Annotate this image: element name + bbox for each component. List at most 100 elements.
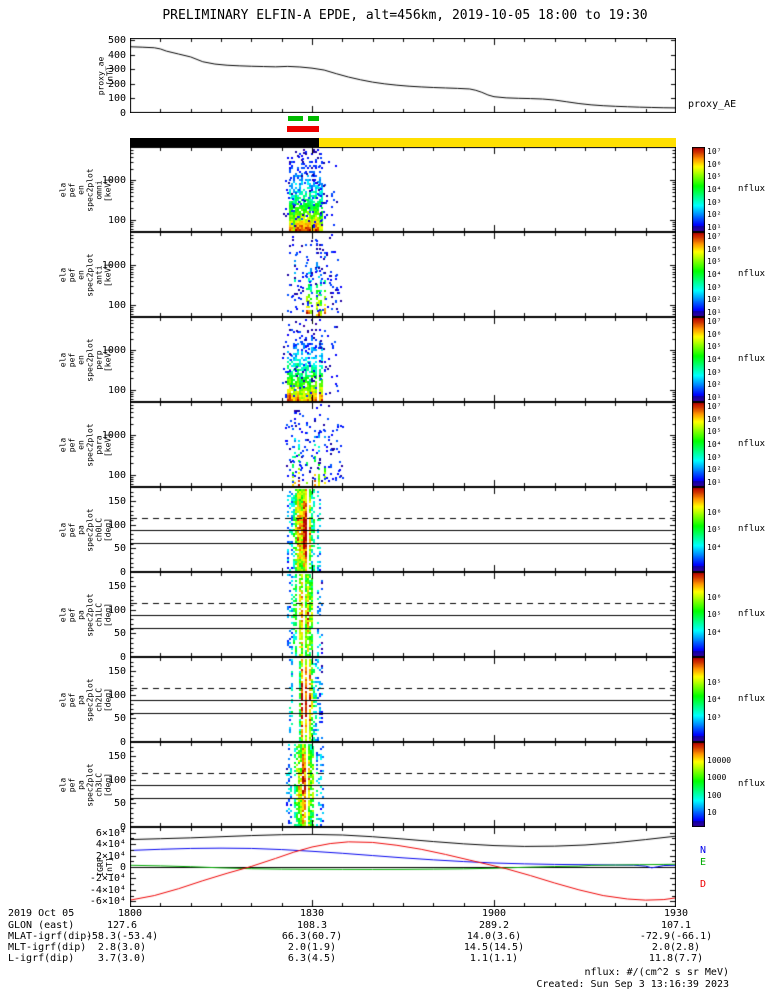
colorbar-tick: 10⁴	[707, 440, 722, 449]
panel-ylabel-text: ela pef pa spec2plot ch3LC [deg]	[58, 762, 112, 807]
ytick-label: 0	[119, 822, 126, 833]
proxy-right-label: proxy_AE	[688, 99, 737, 110]
ytick-label: 1000	[101, 260, 126, 272]
orbit-bar-segment	[319, 138, 676, 147]
footer-value: 289.2	[478, 920, 510, 931]
panel-ylabel-text: ela pef pa spec2plot ch1LC [deg]	[58, 592, 112, 637]
colorbar-tick: 10⁶	[707, 244, 722, 254]
footer-value: -58.3(-53.4)	[85, 931, 159, 942]
xaxis-tick-label: 1930	[663, 908, 689, 919]
footer-row-label: GLON (east)	[8, 920, 75, 931]
panel-canvas-espec-perp	[130, 317, 676, 402]
colorbar-tick: 10⁴	[707, 695, 722, 704]
colorbar	[692, 317, 705, 402]
panel-ylabel: ela pef pa spec2plot ch0LC [deg]	[58, 487, 112, 572]
panel-espec-para	[130, 402, 676, 487]
colorbar-tick: 10⁷	[707, 232, 722, 241]
colorbar	[692, 657, 705, 742]
panel-canvas-espec-omni	[130, 147, 676, 232]
panel-espec-anti	[130, 232, 676, 317]
panel-ylabel: IGRF [nT]	[96, 827, 114, 907]
page-title: PRELIMINARY ELFIN-A EPDE, alt=456km, 201…	[162, 8, 648, 23]
panel-ylabel-text: ela pef en spec2plot omni [keV]	[58, 167, 112, 212]
colorbar	[692, 487, 705, 572]
colorbar-tick: 10⁶	[707, 592, 722, 602]
ytick-label: 4×10⁴	[95, 839, 126, 851]
colorbar-label: nflux	[738, 353, 766, 364]
ytick-label: 0	[119, 652, 126, 663]
nflux-units-note: nflux: #/(cm^2 s sr MeV)	[584, 967, 730, 978]
colorbar-tick: 10⁷	[707, 147, 722, 156]
colorbar-tick: 10⁴	[707, 355, 722, 364]
footer-value: 127.6	[106, 920, 138, 931]
science-zone-mark-green	[307, 116, 320, 121]
panel-paspec-ch2LC	[130, 657, 676, 742]
colorbar-tick: 10²	[707, 210, 722, 220]
ytick-label: 150	[107, 496, 126, 508]
panel-ylabel: ela pef en spec2plot para [keV]	[58, 402, 112, 487]
ytick-label: 100	[107, 215, 126, 227]
ytick-label: 0	[119, 862, 126, 873]
footer-value: 14.5(14.5)	[463, 942, 525, 953]
ytick-label: 50	[113, 713, 126, 725]
panel-paspec-ch0LC	[130, 487, 676, 572]
footer-value: 107.1	[660, 920, 692, 931]
colorbar-tick: 10⁴	[707, 185, 722, 194]
colorbar-tick: 10⁵	[707, 342, 722, 352]
colorbar-label: nflux	[738, 608, 766, 619]
colorbar-label: nflux	[738, 778, 766, 789]
ytick-label: 500	[107, 35, 126, 47]
colorbar	[692, 742, 705, 827]
ytick-label: 300	[107, 64, 126, 76]
footer-row-label: MLAT-igrf(dip)	[8, 931, 93, 942]
panel-ylabel-text: ela pef en spec2plot perp [keV]	[58, 337, 112, 382]
colorbar-tick: 10⁵	[707, 525, 722, 534]
colorbar-tick: 10⁴	[707, 628, 722, 638]
colorbar-tick: 10⁵	[707, 172, 722, 182]
footer-value: 2.8(3.0)	[97, 942, 147, 953]
colorbar-tick: 100	[707, 790, 722, 800]
xaxis-tick-label: 1800	[117, 908, 143, 919]
footer-row-lshell: L-igrf(dip) 3.7(3.0) 6.3(4.5) 1.1(1.1) 1…	[0, 953, 775, 964]
colorbar-tick: 10²	[707, 295, 722, 305]
footer-value: 6.3(4.5)	[287, 953, 337, 964]
colorbar-tick: 10³	[707, 452, 722, 462]
igrf-series-label-E: E	[700, 857, 707, 869]
ytick-label: -4×10⁴	[89, 884, 126, 896]
panel-igrf	[130, 827, 676, 907]
footer-row-glon: GLON (east) 127.6 108.3 289.2 107.1	[0, 920, 775, 931]
panel-ylabel-text: IGRF [nT]	[96, 857, 114, 877]
colorbar-tick: 10⁵	[707, 257, 722, 267]
panel-paspec-ch1LC	[130, 572, 676, 657]
panel-espec-omni	[130, 147, 676, 232]
colorbar-tick: 10⁷	[707, 402, 722, 411]
panel-paspec-ch3LC	[130, 742, 676, 827]
ytick-label: 0	[119, 108, 126, 119]
colorbar	[692, 232, 705, 317]
colorbar-tick: 10⁷	[707, 317, 722, 326]
colorbar-tick: 10	[707, 808, 717, 818]
ytick-label: 1000	[101, 175, 126, 187]
panel-ylabel-text: proxy_ae [nT]	[96, 56, 114, 95]
footer-value: 14.0(3.6)	[466, 931, 522, 942]
xaxis-tick-label: 1900	[481, 908, 507, 919]
colorbar-label: nflux	[738, 693, 766, 704]
ytick-label: 1000	[101, 345, 126, 357]
colorbar-tick: 10⁵	[707, 677, 722, 687]
panel-ylabel-text: ela pef pa spec2plot ch0LC [deg]	[58, 507, 112, 552]
colorbar-tick: 10²	[707, 380, 722, 390]
panel-ylabel: proxy_ae [nT]	[96, 38, 114, 113]
colorbar-tick: 10³	[707, 282, 722, 292]
panel-ylabel-text: ela pef en spec2plot anti [keV]	[58, 252, 112, 297]
colorbar-tick: 10⁶	[707, 159, 722, 169]
footer-value: 11.8(7.7)	[648, 953, 704, 964]
footer-value: 108.3	[296, 920, 328, 931]
colorbar-tick: 10000	[707, 755, 732, 765]
colorbar-tick: 1000	[707, 773, 727, 783]
colorbar-tick: 10³	[707, 713, 722, 723]
ytick-label: 200	[107, 78, 126, 90]
footer-row-mlat: MLAT-igrf(dip) -58.3(-53.4) 66.3(60.7) 1…	[0, 931, 775, 942]
colorbar	[692, 402, 705, 487]
colorbar	[692, 147, 705, 232]
